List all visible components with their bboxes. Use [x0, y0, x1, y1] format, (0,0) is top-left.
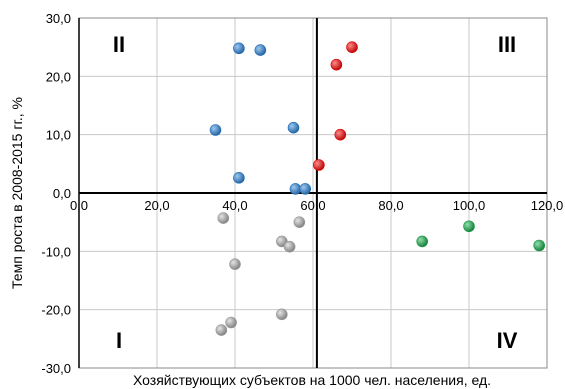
quadrant-label: III	[498, 32, 516, 57]
data-point	[330, 58, 343, 71]
data-point	[313, 159, 325, 171]
x-tick-label: 100,0	[453, 198, 486, 213]
y-tick-label: -20,0	[41, 303, 71, 318]
data-point	[215, 324, 228, 336]
data-point	[299, 183, 312, 195]
x-tick-label: 40,0	[222, 198, 247, 213]
data-point	[275, 308, 288, 321]
data-point	[346, 41, 358, 53]
data-point	[233, 42, 245, 55]
x-tick-label: 20,0	[144, 198, 169, 213]
quadrant-label: IV	[497, 328, 518, 353]
data-point	[533, 239, 546, 252]
data-point	[293, 216, 306, 228]
data-point	[229, 258, 241, 270]
y-tick-label: -10,0	[41, 244, 71, 259]
y-tick-label: -30,0	[41, 361, 71, 376]
data-point	[289, 183, 302, 195]
y-tick-label: 20,0	[46, 69, 71, 84]
y-tick-label: 10,0	[46, 128, 71, 143]
data-point	[334, 128, 347, 141]
data-point	[287, 121, 300, 134]
x-axis-label: Хозяйствующих субъектов на 1000 чел. нас…	[133, 372, 491, 388]
x-tick-label: 0,0	[70, 198, 88, 213]
tick-labels: 0,0 20,0 40,0 60,0 80,0 100,0 120,0 30,0 20,0 10,…	[41, 11, 563, 376]
x-tick-label: 80,0	[378, 198, 403, 213]
quadrant-label: I	[116, 328, 122, 353]
data-point	[416, 235, 429, 248]
data-point	[217, 212, 230, 224]
x-tick-label: 60,0	[300, 198, 325, 213]
y-tick-label: 0,0	[53, 186, 71, 201]
x-tick-label: 120,0	[531, 198, 564, 213]
axes	[78, 17, 548, 369]
quadrant-label: II	[113, 32, 125, 57]
data-point	[225, 316, 237, 329]
data-points	[209, 41, 546, 336]
data-point	[283, 240, 296, 253]
data-point	[233, 172, 245, 184]
y-axis-label: Темп роста в 2008-2015 гг., %	[9, 97, 25, 289]
data-point	[463, 220, 475, 233]
data-point	[254, 44, 267, 56]
data-point	[209, 124, 222, 136]
y-tick-label: 30,0	[46, 11, 71, 26]
